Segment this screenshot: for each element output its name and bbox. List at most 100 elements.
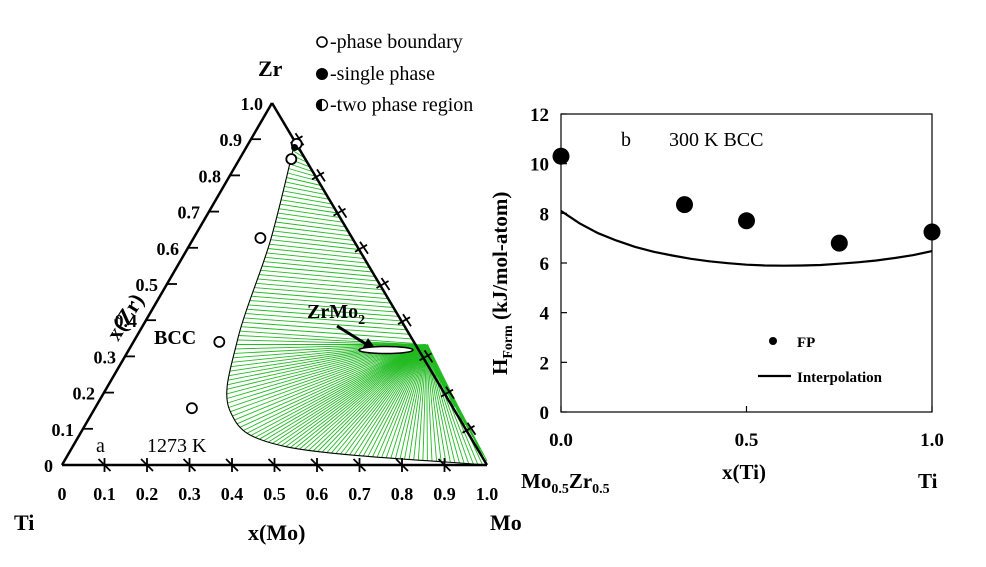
left-tick-label: 0 <box>44 456 53 476</box>
tie-line <box>277 212 343 223</box>
panel-b-title: 300 K BCC <box>669 129 763 151</box>
fp-point <box>923 223 941 241</box>
x-mo-axis-label: x(Mo) <box>248 520 305 545</box>
left-tick-label: 0.9 <box>220 130 243 150</box>
bottom-tick <box>140 458 154 472</box>
tie-line <box>358 344 426 456</box>
legend-phase-boundary-label: -phase boundary <box>330 31 463 53</box>
right-tick <box>337 205 348 219</box>
tie-line <box>426 344 456 463</box>
tie-line <box>413 344 427 460</box>
single-phase-points <box>291 144 299 151</box>
tie-line <box>278 208 341 219</box>
tie-line <box>272 344 424 444</box>
temperature-label: 1273 K <box>147 435 207 457</box>
tie-line <box>228 344 417 408</box>
tie-line <box>362 344 426 457</box>
tie-line <box>263 344 423 442</box>
tie-line <box>239 344 421 428</box>
tie-line <box>285 181 324 191</box>
tie-line <box>232 344 418 417</box>
tie-line <box>340 344 426 455</box>
right-tick <box>466 422 477 436</box>
fp-point <box>676 196 693 214</box>
tie-line <box>243 317 407 331</box>
left-tick-label: 0.5 <box>136 275 159 295</box>
tie-line <box>281 344 424 446</box>
tie-line <box>281 199 335 209</box>
left-tick-label: 0.8 <box>199 166 222 186</box>
tie-line <box>246 344 422 434</box>
tie-line <box>237 339 416 345</box>
bottom-tick <box>182 458 197 472</box>
tie-line <box>285 344 424 447</box>
tie-lines <box>226 141 488 466</box>
ternary-panel: 00 0.1 0.1 0.2 0.2 0.3 0.3 0.4 0.4 0.5 0.5 0.6 0.6 0.… <box>14 56 522 545</box>
compound-arrow-shaft <box>336 324 367 346</box>
tie-line <box>425 344 488 462</box>
tie-line <box>270 239 360 250</box>
interpolation-line <box>560 209 933 267</box>
tie-line <box>288 168 316 177</box>
tie-line <box>390 344 427 459</box>
tie-line <box>312 344 425 452</box>
tie-line <box>404 344 427 460</box>
bottom-tick-label: 0.8 <box>391 484 414 504</box>
bottom-tick-label: 0 <box>58 484 67 504</box>
right-tick <box>462 425 475 434</box>
right-tick <box>354 244 368 253</box>
tie-line <box>275 221 349 232</box>
tie-line <box>299 344 425 450</box>
tie-line <box>282 194 332 205</box>
panel-a-letter: a <box>96 435 105 457</box>
y-tick-label: 8 <box>540 204 550 225</box>
tie-line <box>367 344 427 457</box>
tie-line <box>250 344 422 436</box>
tie-line <box>236 344 420 425</box>
legend-single-phase-label: -single phase <box>330 63 435 85</box>
tie-line <box>235 344 405 350</box>
right-tick <box>445 386 455 400</box>
ternary-tick-labels: 00 0.1 0.1 0.2 0.2 0.3 0.3 0.4 0.4 0.5 0.5 0.6 0.6 0.… <box>44 94 498 504</box>
bottom-tick-label: 1.0 <box>476 484 499 504</box>
tie-line <box>263 261 373 273</box>
right-tick <box>380 277 391 291</box>
phase-boundary-point <box>285 153 298 166</box>
tie-line <box>426 344 442 462</box>
vertex-label-zr: Zr <box>258 56 283 81</box>
hform-panel: 0 2 4 6 8 10 12 0.0 0.5 1.0 b 300 K BCC HForm (k… <box>488 105 944 497</box>
legend-two-phase-label: -two phase region <box>330 94 473 116</box>
tie-line <box>372 344 427 457</box>
tie-line <box>289 163 313 173</box>
y-tick-label: 12 <box>530 105 549 126</box>
tie-line <box>290 344 425 448</box>
tie-line <box>335 344 426 454</box>
bottom-tick <box>267 458 282 472</box>
y-tick-labels: 0 2 4 6 8 10 12 <box>530 105 550 424</box>
x-tick-label: 0.5 <box>735 430 759 451</box>
plot-frame <box>560 113 933 413</box>
x-tick-labels: 0.0 0.5 1.0 <box>549 430 944 451</box>
legend-phase-boundary-marker <box>316 36 328 48</box>
legend-fp-label: FP <box>797 335 815 351</box>
bottom-tick <box>97 458 112 472</box>
x-zr-axis-label: x(Zr) <box>101 289 149 345</box>
y-tick-label: 4 <box>540 304 550 325</box>
tie-line <box>426 344 447 463</box>
tie-line <box>376 344 427 458</box>
tie-line <box>283 190 330 200</box>
tie-line <box>243 344 421 431</box>
tie-line <box>269 243 362 255</box>
y-axis-label: HForm (kJ/mol-atom) <box>488 192 516 375</box>
fp-point <box>552 147 570 165</box>
tie-line <box>227 344 416 404</box>
bottom-tick-label: 0.5 <box>263 484 286 504</box>
left-tick-label: 0.1 <box>52 420 75 440</box>
tie-line <box>255 282 386 295</box>
tie-line <box>426 344 451 463</box>
tie-line <box>353 344 426 456</box>
tie-line <box>248 304 399 317</box>
legend-single-phase-marker <box>316 68 328 80</box>
tie-line <box>308 344 425 451</box>
legend-fp-marker <box>769 337 777 345</box>
